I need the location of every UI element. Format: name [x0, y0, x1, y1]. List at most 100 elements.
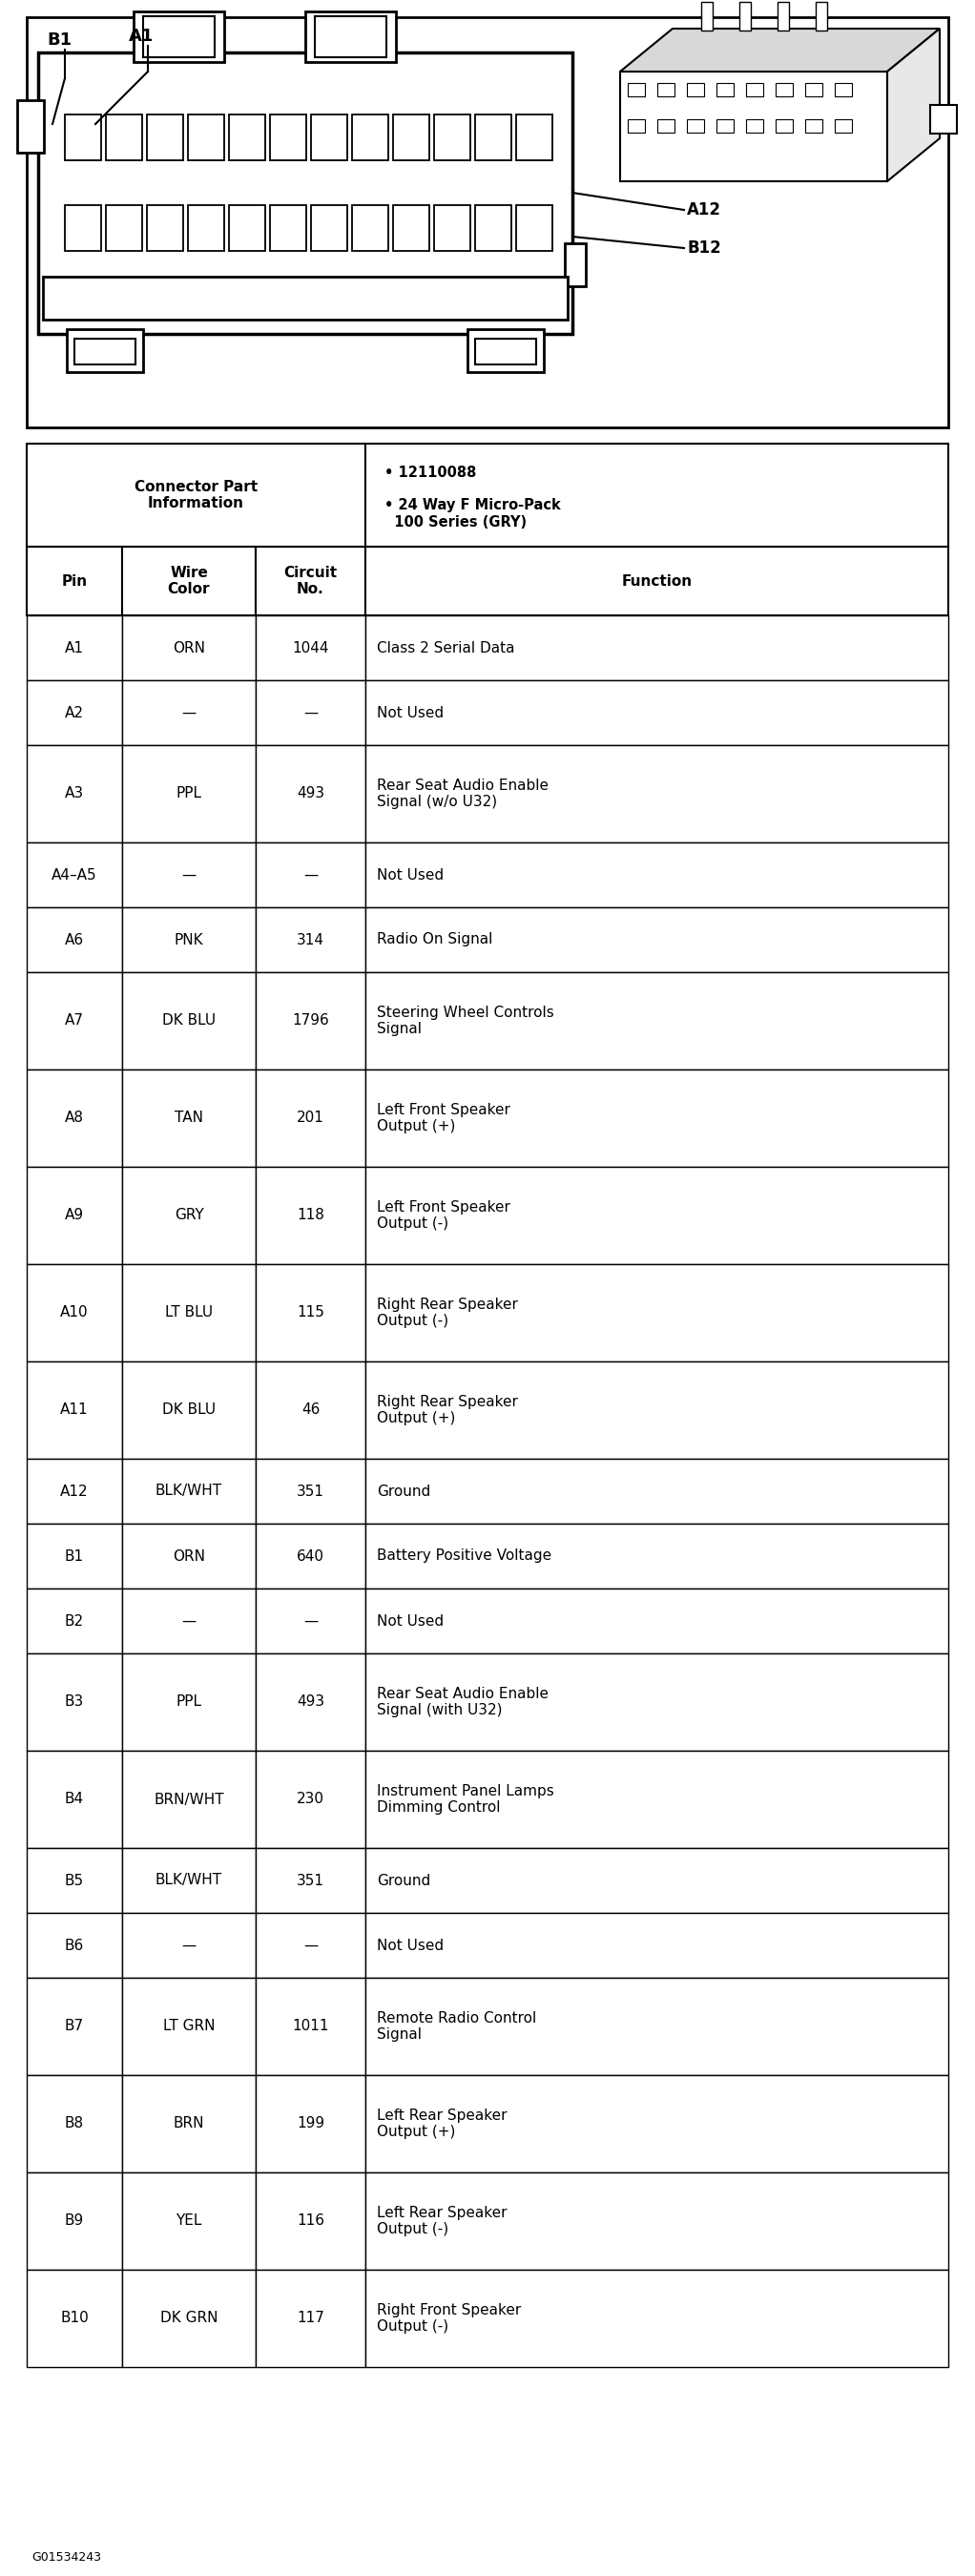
Text: Right Front Speaker
Output (-): Right Front Speaker Output (-)	[376, 2303, 521, 2334]
Bar	[122, 744, 255, 842]
Bar	[229, 206, 265, 250]
Bar	[122, 1522, 255, 1589]
Text: Steering Wheel Controls
Signal: Steering Wheel Controls Signal	[376, 1005, 554, 1036]
Bar	[366, 1458, 949, 1522]
Bar	[366, 1363, 949, 1458]
Bar	[434, 206, 470, 250]
Bar	[122, 1654, 255, 1752]
Text: Not Used: Not Used	[376, 868, 444, 881]
Bar	[467, 330, 544, 371]
Text: Instrument Panel Lamps
Dimming Control: Instrument Panel Lamps Dimming Control	[376, 1785, 554, 1816]
Bar	[816, 3, 827, 31]
Text: A4–A5: A4–A5	[52, 868, 98, 881]
Bar	[26, 2269, 122, 2367]
Text: —: —	[303, 1937, 318, 1953]
Bar	[270, 206, 306, 250]
Text: A10: A10	[60, 1306, 89, 1319]
Text: Circuit
No.: Circuit No.	[284, 567, 337, 598]
Bar	[122, 1265, 255, 1363]
Bar	[717, 118, 733, 131]
Bar	[366, 2269, 949, 2367]
Bar	[775, 82, 793, 95]
Bar	[366, 443, 949, 546]
Bar	[311, 206, 347, 250]
Bar	[26, 616, 122, 680]
Bar	[701, 3, 713, 31]
Text: 314: 314	[296, 933, 325, 948]
Bar	[122, 2172, 255, 2269]
Bar	[366, 1069, 949, 1167]
Text: A8: A8	[65, 1110, 84, 1126]
Bar	[739, 3, 751, 31]
Text: —: —	[181, 706, 196, 719]
Bar	[255, 1167, 366, 1265]
Text: 46: 46	[301, 1404, 320, 1417]
Bar	[26, 443, 366, 546]
Bar	[255, 1069, 366, 1167]
Bar	[122, 971, 255, 1069]
Text: ORN: ORN	[173, 1548, 205, 1564]
Bar	[620, 72, 887, 180]
Bar	[475, 337, 536, 363]
Bar	[26, 1363, 122, 1458]
Bar	[717, 82, 733, 95]
Bar	[66, 330, 143, 371]
Bar	[134, 10, 224, 62]
Text: —: —	[181, 868, 196, 881]
Text: B9: B9	[64, 2213, 84, 2228]
Text: BRN: BRN	[174, 2117, 205, 2130]
Bar	[255, 2076, 366, 2172]
Bar	[475, 113, 511, 160]
Text: A7: A7	[65, 1015, 84, 1028]
Text: TAN: TAN	[175, 1110, 203, 1126]
Bar	[366, 1167, 949, 1265]
Text: ORN: ORN	[173, 641, 205, 654]
Bar	[18, 100, 44, 152]
Bar	[366, 971, 949, 1069]
Bar	[255, 1914, 366, 1978]
Bar	[255, 1589, 366, 1654]
Text: B1: B1	[47, 31, 71, 49]
Text: Right Rear Speaker
Output (-): Right Rear Speaker Output (-)	[376, 1298, 518, 1329]
Text: DK BLU: DK BLU	[162, 1404, 215, 1417]
Bar	[255, 2172, 366, 2269]
Bar	[352, 206, 388, 250]
Bar	[26, 1265, 122, 1363]
Text: • 24 Way F Micro-Pack
  100 Series (GRY): • 24 Way F Micro-Pack 100 Series (GRY)	[384, 497, 561, 528]
Bar	[393, 206, 429, 250]
Text: G01534243: G01534243	[31, 2550, 101, 2563]
Bar	[366, 1978, 949, 2076]
Bar	[305, 10, 396, 62]
Bar	[26, 1847, 122, 1914]
Bar	[270, 113, 306, 160]
Bar	[366, 744, 949, 842]
Bar	[122, 546, 255, 616]
Text: Battery Positive Voltage: Battery Positive Voltage	[376, 1548, 552, 1564]
Bar	[26, 907, 122, 971]
Bar	[930, 106, 956, 134]
Text: BLK/WHT: BLK/WHT	[155, 1484, 222, 1499]
Text: Left Rear Speaker
Output (+): Left Rear Speaker Output (+)	[376, 2107, 507, 2138]
Bar	[366, 2172, 949, 2269]
Text: —: —	[181, 1613, 196, 1628]
Text: Not Used: Not Used	[376, 1937, 444, 1953]
Bar	[255, 546, 366, 616]
Text: BLK/WHT: BLK/WHT	[155, 1873, 222, 1888]
Bar	[188, 206, 224, 250]
Bar	[366, 1589, 949, 1654]
Text: Wire
Color: Wire Color	[168, 567, 211, 598]
Bar	[255, 744, 366, 842]
Bar	[366, 842, 949, 907]
Bar	[746, 118, 763, 131]
Text: B7: B7	[64, 2020, 84, 2032]
Bar	[122, 1914, 255, 1978]
Text: Rear Seat Audio Enable
Signal (w/o U32): Rear Seat Audio Enable Signal (w/o U32)	[376, 778, 549, 809]
Text: B12: B12	[687, 240, 721, 258]
Text: • 12110088: • 12110088	[384, 466, 477, 479]
Text: YEL: YEL	[175, 2213, 202, 2228]
Bar	[366, 546, 949, 616]
Text: Class 2 Serial Data: Class 2 Serial Data	[376, 641, 515, 654]
Text: 493: 493	[296, 786, 325, 801]
Bar	[26, 971, 122, 1069]
Text: Not Used: Not Used	[376, 706, 444, 719]
